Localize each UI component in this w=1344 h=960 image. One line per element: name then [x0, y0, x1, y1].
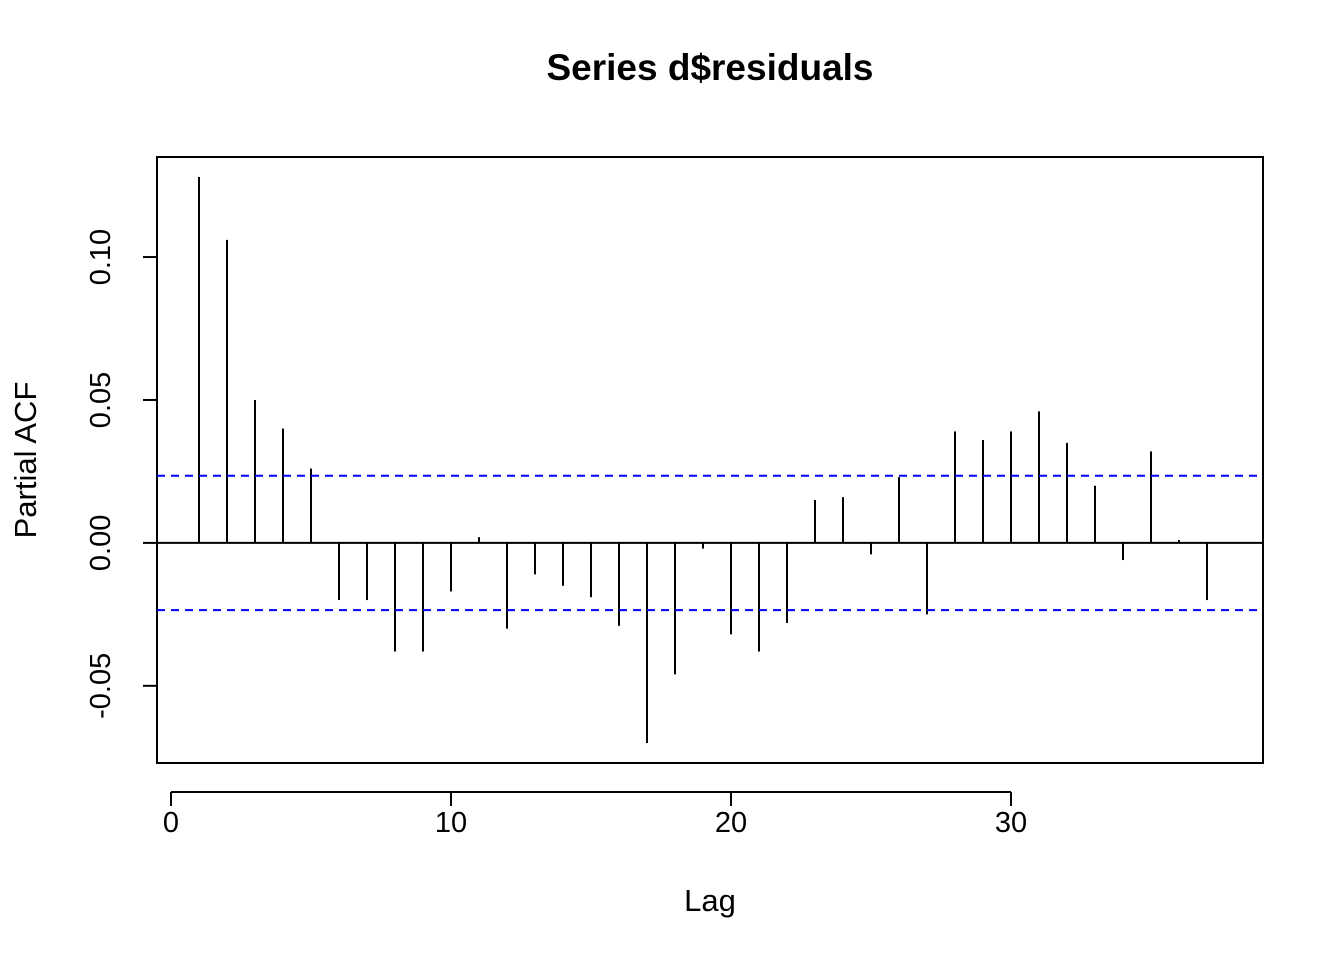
plot-frame [156, 156, 1264, 764]
y-axis-label: Partial ACF [8, 382, 43, 539]
x-tick-label: 30 [995, 807, 1027, 839]
x-axis-label: Lag [684, 883, 736, 918]
y-tick-label: 0.05 [85, 372, 117, 428]
chart-title: Series d$residuals [546, 47, 873, 88]
x-tick-label: 10 [435, 807, 467, 839]
y-tick-label: 0.00 [85, 515, 117, 571]
y-tick-label: -0.05 [85, 653, 117, 719]
x-tick-label: 0 [163, 807, 179, 839]
pacf-bars [198, 177, 1208, 743]
y-axis: -0.05 0.00 0.05 0.10 [85, 229, 158, 719]
x-tick-label: 20 [715, 807, 747, 839]
x-axis: 0 10 20 30 [163, 791, 1027, 839]
y-tick-label: 0.10 [85, 229, 117, 285]
